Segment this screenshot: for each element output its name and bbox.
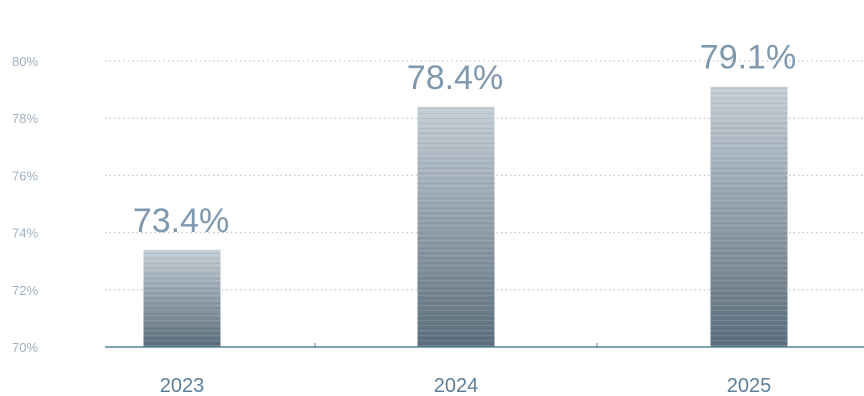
bar-texture — [710, 86, 788, 348]
x-category-label: 2025 — [727, 375, 772, 396]
y-tick-label: 70% — [12, 340, 38, 355]
y-tick-label: 76% — [12, 168, 38, 183]
y-tick-label: 78% — [12, 111, 38, 126]
y-tick-label: 74% — [12, 226, 38, 241]
y-tick-label: 72% — [12, 283, 38, 298]
data-label: 73.4% — [133, 202, 229, 240]
x-axis: 2023 2024 2025 — [105, 343, 864, 396]
data-label: 78.4% — [407, 59, 503, 97]
bar-texture — [143, 249, 221, 347]
y-axis-ticks: 70% 72% 74% 76% 78% 80% — [12, 54, 38, 355]
y-tick-label: 80% — [12, 54, 38, 69]
bars — [143, 86, 788, 348]
data-labels: 73.4% 78.4% 79.1% — [133, 39, 796, 240]
x-category-label: 2023 — [160, 375, 205, 396]
x-category-label: 2024 — [434, 375, 479, 396]
bar-texture — [417, 106, 495, 347]
data-label: 79.1% — [700, 39, 796, 77]
